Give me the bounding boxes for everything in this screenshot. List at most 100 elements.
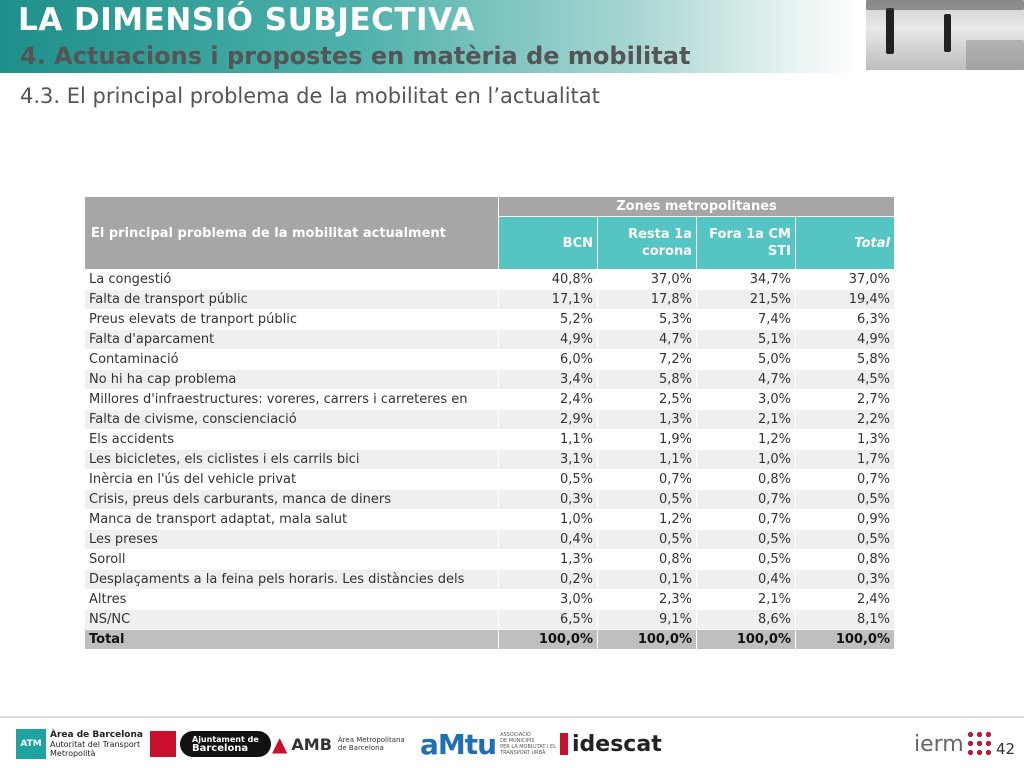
cell-value: 1,3% [795, 429, 895, 450]
cell-value: 1,1% [597, 449, 697, 470]
cell-value: 2,4% [795, 589, 895, 610]
atm-line: Metropolità [50, 748, 96, 758]
amb-line: de Barcelona [337, 744, 384, 752]
cell-value: 3,1% [498, 449, 598, 470]
cell-value: 4,9% [498, 329, 598, 350]
row-label: Les bicicletes, els ciclistes i els carr… [84, 449, 499, 470]
iermb-name: ierm [914, 731, 964, 757]
cell-value: 1,2% [696, 429, 796, 450]
cell-value: 0,5% [795, 489, 895, 510]
cell-value: 17,8% [597, 289, 697, 310]
cell-value: 2,2% [795, 409, 895, 430]
cell-value: 5,1% [696, 329, 796, 350]
cell-value: 9,1% [597, 609, 697, 630]
cell-value: 0,4% [498, 529, 598, 550]
cell-value: 0,7% [597, 469, 697, 490]
column-header-fora-1a-cm: Fora 1a CM STI [696, 216, 796, 270]
cell-value: 21,5% [696, 289, 796, 310]
table-row: Manca de transport adaptat, mala salut 1,… [84, 509, 895, 530]
row-label: Desplaçaments a la feina pels horaris. L… [84, 569, 499, 590]
table-row: Preus elevats de tranport públic 5,2% 5,3%… [84, 309, 895, 330]
row-label: Els accidents [84, 429, 499, 450]
cell-value: 2,7% [795, 389, 895, 410]
cell-value: 1,0% [696, 449, 796, 470]
table-row: Falta d'aparcament 4,9% 4,7% 5,1% 4,9% [84, 329, 895, 350]
amb-arrow-icon: ▲ [272, 732, 288, 756]
cell-value: 2,1% [696, 589, 796, 610]
iermb-logo: ierm [914, 726, 992, 762]
cell-value: 0,8% [597, 549, 697, 570]
cell-value: 1,2% [597, 509, 697, 530]
cell-value: 0,5% [597, 529, 697, 550]
cell-value: 1,3% [597, 409, 697, 430]
cell-value: 6,3% [795, 309, 895, 330]
cell-value: 37,0% [795, 269, 895, 290]
group-header-cell: Zones metropolitanes [498, 196, 895, 217]
header-photo [866, 0, 1024, 70]
amtu-line: ASSOCIACIÓ [500, 732, 531, 738]
atm-line: Autoritat del Transport [50, 739, 141, 749]
row-label: Falta d'aparcament [84, 329, 499, 350]
column-header-resta-1a-corona: Resta 1a corona [597, 216, 697, 270]
iermb-dots-icon [965, 730, 992, 758]
row-label: Falta de civisme, conscienciació [84, 409, 499, 430]
table-row: Crisis, preus dels carburants, manca de … [84, 489, 895, 510]
cell-value: 0,7% [696, 509, 796, 530]
cell-value: 1,9% [597, 429, 697, 450]
cell-value: 4,9% [795, 329, 895, 350]
table-total-row: Total 100,0% 100,0% 100,0% 100,0% [84, 629, 895, 650]
amtu-name: aMtu [420, 727, 497, 761]
row-label: Soroll [84, 549, 499, 570]
cell-value: 40,8% [498, 269, 598, 290]
amtu-line: TRANSPORT URBÀ [500, 750, 546, 756]
table-row: Inèrcia en l'ús del vehicle privat 0,5% 0,… [84, 469, 895, 490]
table-row: Les preses 0,4% 0,5% 0,5% 0,5% [84, 529, 895, 550]
cell-value: 0,5% [795, 529, 895, 550]
cell-value: 2,5% [597, 389, 697, 410]
footer-divider [0, 716, 1024, 718]
cell-value: 0,5% [498, 469, 598, 490]
table-row: Falta de transport públic 17,1% 17,8% 21,5%… [84, 289, 895, 310]
cell-value: 5,3% [597, 309, 697, 330]
cell-value: 7,4% [696, 309, 796, 330]
column-header-total: Total [795, 216, 895, 270]
row-label: Crisis, preus dels carburants, manca de … [84, 489, 499, 510]
barcelona-shield-icon [150, 731, 176, 757]
mobility-problem-table: El principal problema de la mobilitat ac… [84, 196, 895, 650]
total-value: 100,0% [795, 629, 895, 650]
cell-value: 1,0% [498, 509, 598, 530]
table-row: Contaminació 6,0% 7,2% 5,0% 5,8% [84, 349, 895, 370]
cell-value: 2,4% [498, 389, 598, 410]
atm-logo: ATM Àrea de Barcelona Autoritat del Tran… [16, 726, 143, 762]
cell-value: 1,3% [498, 549, 598, 570]
table-row: Soroll 1,3% 0,8% 0,5% 0,8% [84, 549, 895, 570]
atm-line: Àrea de Barcelona [50, 729, 143, 740]
cell-value: 4,7% [696, 369, 796, 390]
cell-value: 0,7% [696, 489, 796, 510]
row-label: La congestió [84, 269, 499, 290]
cell-value: 8,1% [795, 609, 895, 630]
cell-value: 19,4% [795, 289, 895, 310]
total-value: 100,0% [498, 629, 598, 650]
cell-value: 5,0% [696, 349, 796, 370]
bcn-line: Ajuntament de [192, 735, 259, 744]
amtu-line: DE MUNICIPIS [500, 738, 535, 744]
cell-value: 4,7% [597, 329, 697, 350]
cell-value: 0,5% [597, 489, 697, 510]
table-row: No hi ha cap problema 3,4% 5,8% 4,7% 4,5% [84, 369, 895, 390]
table-row: La congestió 40,8% 37,0% 34,7% 37,0% [84, 269, 895, 290]
cell-value: 6,0% [498, 349, 598, 370]
slide-header: LA DIMENSIÓ SUBJECTIVA 4. Actuacions i p… [0, 0, 1024, 73]
cell-value: 0,5% [696, 549, 796, 570]
slide-title: LA DIMENSIÓ SUBJECTIVA [18, 2, 475, 38]
idescat-mark-icon [560, 733, 568, 755]
total-value: 100,0% [597, 629, 697, 650]
cell-value: 1,7% [795, 449, 895, 470]
cell-value: 4,5% [795, 369, 895, 390]
amb-name: AMB [291, 734, 332, 754]
cell-value: 8,6% [696, 609, 796, 630]
row-label: No hi ha cap problema [84, 369, 499, 390]
row-label: NS/NC [84, 609, 499, 630]
table-row: NS/NC 6,5% 9,1% 8,6% 8,1% [84, 609, 895, 630]
cell-value: 5,2% [498, 309, 598, 330]
